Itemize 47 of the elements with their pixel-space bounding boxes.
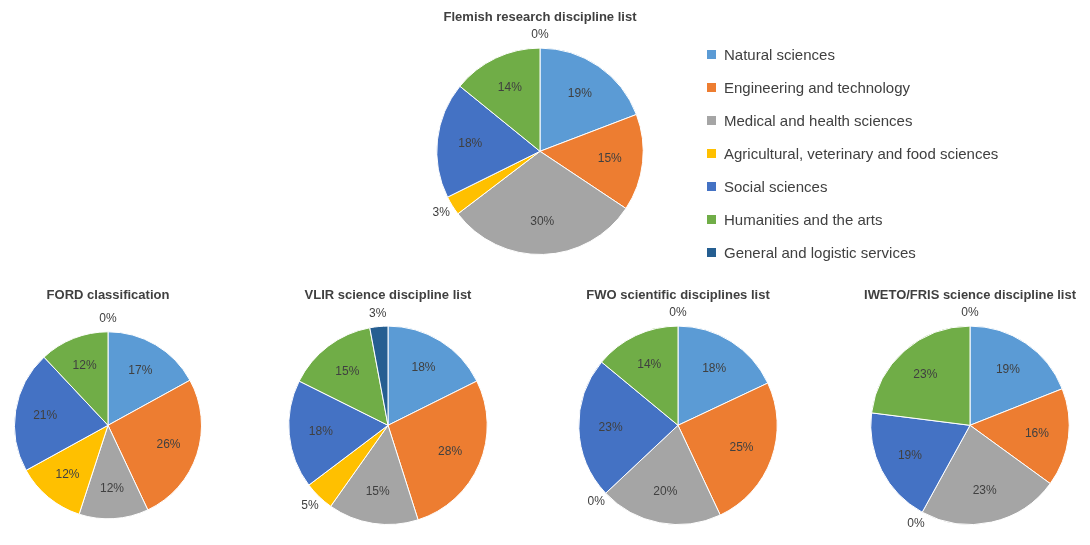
text: 0% [99,311,117,326]
data-label: 3% [368,305,387,320]
data-label: 12% [55,466,80,481]
legend-label: Social sciences [724,178,828,195]
data-label: 19% [897,448,923,463]
data-label: 3% [432,204,451,219]
data-label: 26% [156,437,181,452]
data-label: 12% [99,481,125,496]
data-label: 21% [33,407,58,422]
chart-title: FWO scientific disciplines list [586,287,771,303]
data-label: 19% [567,85,593,100]
data-label: 16% [1024,426,1050,441]
legend-label: Humanities and the arts [724,211,883,228]
chart-title: FORD classification [46,287,170,303]
data-label: 18% [702,360,727,375]
data-label: 25% [729,440,754,455]
text: 0% [961,305,979,320]
data-label: 14% [637,356,662,371]
legend-label: Medical and health sciences [724,112,913,129]
data-label: 15% [597,151,623,166]
data-label: 23% [598,419,623,434]
data-label: 28% [438,443,463,458]
legend-label: Natural sciences [724,46,835,63]
text: 0% [669,305,687,320]
legend-label: Agricultural, veterinary and food sciences [724,145,999,162]
data-label: 15% [365,484,390,499]
chart-title: VLIR science discipline list [304,287,473,303]
data-label: 18% [458,135,483,150]
data-label: 30% [530,213,555,228]
data-label: 18% [411,360,436,375]
data-label: 20% [653,483,678,498]
data-label: 17% [128,362,153,377]
data-label: 5% [301,498,319,513]
data-label: 23% [913,367,938,382]
data-label: 23% [972,483,998,498]
data-label: 19% [995,361,1021,376]
legend-label: Engineering and technology [724,79,910,96]
text: 0% [587,494,605,509]
data-label: 15% [335,363,360,378]
data-label: 18% [308,423,334,438]
chart-title: Flemish research discipline list [443,9,638,25]
text: 0% [531,27,549,42]
text: 0% [907,515,925,530]
chart-title: IWETO/FRIS science discipline list [864,287,1077,303]
legend-label: General and logistic services [724,244,916,261]
data-label: 12% [72,358,97,373]
data-label: 14% [497,80,523,95]
